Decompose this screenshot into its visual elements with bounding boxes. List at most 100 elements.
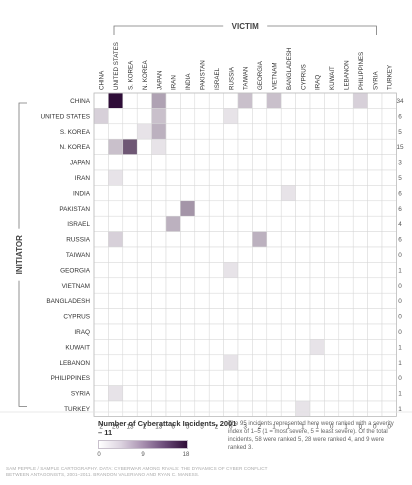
heatmap-cell [252, 369, 268, 386]
heatmap-cell [266, 185, 282, 202]
heatmap-cell [252, 339, 268, 356]
heatmap-cell [208, 323, 224, 340]
heatmap-cell [324, 354, 340, 371]
heatmap-cell [223, 323, 239, 340]
heatmap-cell [208, 369, 224, 386]
heatmap-cell [93, 292, 109, 309]
heatmap-cell [151, 185, 167, 202]
heatmap-cell [338, 215, 354, 232]
heatmap-cell [338, 185, 354, 202]
heatmap-cell [237, 215, 253, 232]
column-total: 1 [272, 423, 276, 430]
heatmap-cell [295, 354, 311, 371]
heatmap-cell [151, 92, 167, 109]
heatmap-cell [324, 369, 340, 386]
heatmap-cell [381, 400, 397, 417]
row-total: 1 [398, 344, 402, 351]
heatmap-cell [136, 308, 152, 325]
heatmap-cell [151, 292, 167, 309]
heatmap-cell [151, 138, 167, 155]
row-label: PAKISTAN [59, 206, 90, 213]
heatmap-cell [180, 138, 196, 155]
heatmap-cell [338, 277, 354, 294]
column-total: 2 [99, 423, 103, 430]
heatmap-cell [194, 262, 210, 279]
heatmap-cell [237, 185, 253, 202]
heatmap-cell [309, 339, 325, 356]
heatmap-cell [165, 215, 181, 232]
heatmap-cell [208, 231, 224, 248]
heatmap-cell [136, 292, 152, 309]
heatmap-cell [381, 215, 397, 232]
heatmap-cell [194, 185, 210, 202]
heatmap-cell [122, 154, 138, 171]
heatmap-cell [208, 200, 224, 217]
heatmap-cell [266, 154, 282, 171]
heatmap-cell [324, 400, 340, 417]
row-total: 0 [398, 252, 402, 259]
heatmap-cell [280, 400, 296, 417]
heatmap-cell [208, 154, 224, 171]
heatmap-cell [93, 154, 109, 171]
heatmap-cell [93, 400, 109, 417]
heatmap-cell [151, 339, 167, 356]
heatmap-cell [367, 215, 383, 232]
heatmap-cell [208, 292, 224, 309]
heatmap-cell [352, 277, 368, 294]
heatmap-cell [338, 369, 354, 386]
column-label: IRAQ [315, 75, 322, 90]
heatmap-cell [180, 308, 196, 325]
heatmap-cell [223, 215, 239, 232]
column-total: 1 [344, 423, 348, 430]
heatmap-cell [367, 354, 383, 371]
row-total: 0 [398, 283, 402, 290]
severity-note: The 95 incidents represented here were r… [228, 421, 394, 451]
heatmap-cell [237, 354, 253, 371]
heatmap-cell [352, 123, 368, 140]
heatmap-cell [194, 354, 210, 371]
heatmap-cell [381, 185, 397, 202]
column-label: KUWAIT [329, 66, 336, 90]
heatmap-cell [180, 339, 196, 356]
heatmap-cell [180, 108, 196, 125]
heatmap-cell [108, 246, 124, 263]
heatmap-cell [338, 231, 354, 248]
heatmap-cell [93, 262, 109, 279]
heatmap-cell [295, 400, 311, 417]
heatmap-cell [367, 323, 383, 340]
heatmap-cell [381, 200, 397, 217]
heatmap-cell [352, 185, 368, 202]
row-total: 1 [398, 406, 402, 413]
heatmap-cell [324, 385, 340, 402]
heatmap-cell [338, 138, 354, 155]
heatmap-cell [108, 215, 124, 232]
heatmap-cell [266, 385, 282, 402]
heatmap-cell [151, 123, 167, 140]
heatmap-cell [108, 369, 124, 386]
heatmap-cell [151, 400, 167, 417]
heatmap-cell [367, 123, 383, 140]
heatmap-cell [136, 138, 152, 155]
heatmap-cell [165, 169, 181, 186]
heatmap-cell [352, 385, 368, 402]
heatmap-cell [122, 108, 138, 125]
heatmap-cell [280, 92, 296, 109]
heatmap-cell [266, 231, 282, 248]
heatmap-cell [165, 231, 181, 248]
heatmap-cell [381, 231, 397, 248]
heatmap-cell [338, 385, 354, 402]
heatmap-cell [295, 246, 311, 263]
heatmap-cell [194, 92, 210, 109]
source-credit: SAM PEPPLE / SAMPLE CARTOGRAPHY. DATA: C… [6, 466, 268, 477]
heatmap-cell [367, 92, 383, 109]
heatmap-cell [352, 246, 368, 263]
heatmap-cell [237, 277, 253, 294]
column-label: TAIWAN [243, 67, 250, 90]
heatmap-cell [208, 138, 224, 155]
heatmap-cell [309, 200, 325, 217]
heatmap-cell [136, 108, 152, 125]
heatmap-cell [252, 385, 268, 402]
column-label: VIETNAM [272, 62, 279, 90]
heatmap-cell [93, 369, 109, 386]
heatmap-cell [108, 154, 124, 171]
